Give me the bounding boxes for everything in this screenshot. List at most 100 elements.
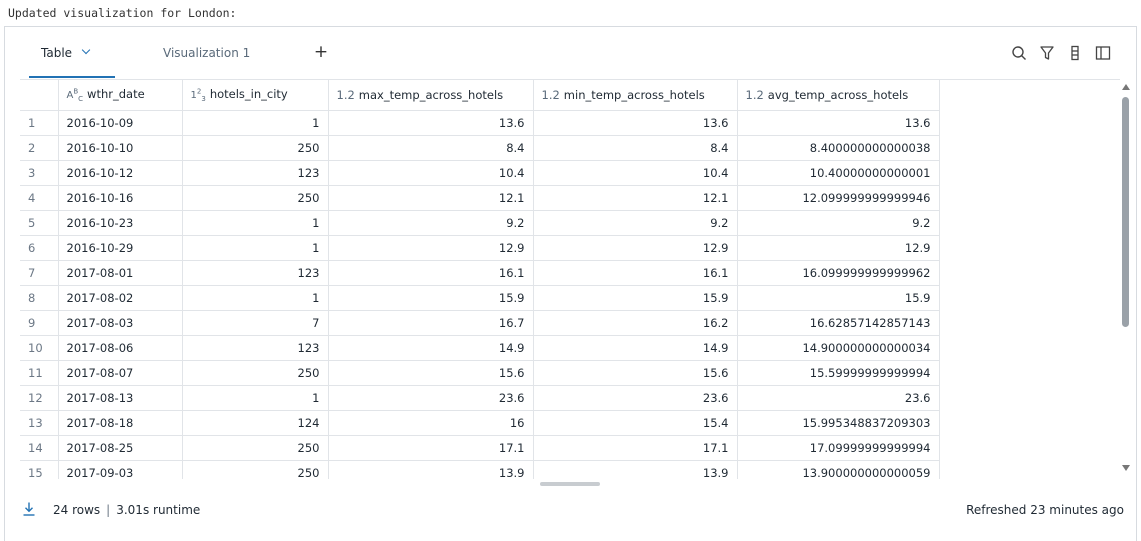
table-row[interactable]: 6 2016-10-29 1 12.9 12.9 12.9 xyxy=(20,235,940,261)
table-cell[interactable]: 15.59999999999994 xyxy=(737,360,940,386)
table-row[interactable]: 3 2016-10-12 123 10.4 10.4 10.40000000000001 xyxy=(20,160,940,186)
table-cell[interactable]: 13.6 xyxy=(737,110,940,136)
table-cell[interactable]: 16.1 xyxy=(533,260,738,286)
table-cell[interactable]: 15.995348837209303 xyxy=(737,410,940,436)
table-cell[interactable]: 9.2 xyxy=(328,210,534,236)
table-cell[interactable]: 12.9 xyxy=(328,235,534,261)
table-cell[interactable]: 13.6 xyxy=(533,110,738,136)
add-tab-button[interactable]: + xyxy=(313,42,329,62)
table-cell[interactable]: 2017-09-03 xyxy=(58,460,183,479)
table-cell[interactable]: 2016-10-09 xyxy=(58,110,183,136)
table-cell[interactable]: 17.1 xyxy=(328,435,534,461)
table-cell[interactable]: 2017-08-07 xyxy=(58,360,183,386)
table-cell[interactable]: 2017-08-25 xyxy=(58,435,183,461)
table-cell[interactable]: 15.4 xyxy=(533,410,738,436)
table-cell[interactable]: 1 xyxy=(182,210,329,236)
table-cell[interactable]: 2017-08-06 xyxy=(58,335,183,361)
table-cell[interactable]: 13.9 xyxy=(533,460,738,479)
table-cell[interactable]: 2016-10-29 xyxy=(58,235,183,261)
scroll-down-arrow[interactable] xyxy=(1122,465,1130,471)
table-cell[interactable]: 13.9 xyxy=(328,460,534,479)
table-row[interactable]: 1 2016-10-09 1 13.6 13.6 13.6 xyxy=(20,110,940,136)
download-icon[interactable] xyxy=(21,501,37,517)
table-cell[interactable]: 16.1 xyxy=(328,260,534,286)
table-row[interactable]: 14 2017-08-25 250 17.1 17.1 17.09999999999994 xyxy=(20,435,940,461)
tab-table[interactable]: Table xyxy=(29,27,115,79)
table-cell[interactable]: 23.6 xyxy=(533,385,738,411)
table-cell[interactable]: 10.4 xyxy=(328,160,534,186)
table-cell[interactable]: 123 xyxy=(182,260,329,286)
table-row[interactable]: 8 2017-08-02 1 15.9 15.9 15.9 xyxy=(20,285,940,311)
column-header-wthr-date[interactable]: ABC wthr_date xyxy=(58,80,183,111)
table-cell[interactable]: 16.62857142857143 xyxy=(737,310,940,336)
table-cell[interactable]: 250 xyxy=(182,360,329,386)
table-cell[interactable]: 2016-10-16 xyxy=(58,185,183,211)
table-row[interactable]: 11 2017-08-07 250 15.6 15.6 15.59999999999994 xyxy=(20,360,940,386)
table-row[interactable]: 4 2016-10-16 250 12.1 12.1 12.099999999999946 xyxy=(20,185,940,211)
table-cell[interactable]: 16 xyxy=(328,410,534,436)
table-cell[interactable]: 15.9 xyxy=(533,285,738,311)
table-cell[interactable]: 14.9 xyxy=(533,335,738,361)
table-cell[interactable]: 15.9 xyxy=(737,285,940,311)
table-cell[interactable]: 12.099999999999946 xyxy=(737,185,940,211)
table-cell[interactable]: 16.7 xyxy=(328,310,534,336)
table-cell[interactable]: 1 xyxy=(182,385,329,411)
table-cell[interactable]: 1 xyxy=(182,285,329,311)
table-row[interactable]: 12 2017-08-13 1 23.6 23.6 23.6 xyxy=(20,385,940,411)
column-header-avg-temp[interactable]: 1.2 avg_temp_across_hotels xyxy=(737,80,940,111)
table-cell[interactable]: 8.4 xyxy=(533,135,738,161)
table-cell[interactable]: 12.1 xyxy=(328,185,534,211)
table-cell[interactable]: 14.900000000000034 xyxy=(737,335,940,361)
sidebar-toggle-icon[interactable] xyxy=(1094,44,1112,62)
table-cell[interactable]: 10.40000000000001 xyxy=(737,160,940,186)
table-cell[interactable]: 23.6 xyxy=(328,385,534,411)
table-cell[interactable]: 250 xyxy=(182,185,329,211)
table-cell[interactable]: 12.9 xyxy=(533,235,738,261)
table-cell[interactable]: 2017-08-18 xyxy=(58,410,183,436)
table-cell[interactable]: 250 xyxy=(182,435,329,461)
table-cell[interactable]: 15.6 xyxy=(328,360,534,386)
table-cell[interactable]: 10.4 xyxy=(533,160,738,186)
table-cell[interactable]: 2016-10-10 xyxy=(58,135,183,161)
column-settings-icon[interactable] xyxy=(1066,44,1084,62)
table-cell[interactable]: 7 xyxy=(182,310,329,336)
vertical-scrollbar[interactable] xyxy=(1122,97,1129,327)
table-cell[interactable]: 9.2 xyxy=(737,210,940,236)
table-cell[interactable]: 15.6 xyxy=(533,360,738,386)
table-row[interactable]: 5 2016-10-23 1 9.2 9.2 9.2 xyxy=(20,210,940,236)
column-header-max-temp[interactable]: 1.2 max_temp_across_hotels xyxy=(328,80,534,111)
table-cell[interactable]: 250 xyxy=(182,135,329,161)
table-cell[interactable]: 14.9 xyxy=(328,335,534,361)
search-icon[interactable] xyxy=(1010,44,1028,62)
table-cell[interactable]: 9.2 xyxy=(533,210,738,236)
table-cell[interactable]: 17.1 xyxy=(533,435,738,461)
table-cell[interactable]: 17.09999999999994 xyxy=(737,435,940,461)
table-cell[interactable]: 123 xyxy=(182,160,329,186)
tab-visualization-1[interactable]: Visualization 1 xyxy=(163,27,250,79)
table-cell[interactable]: 124 xyxy=(182,410,329,436)
table-cell[interactable]: 1 xyxy=(182,235,329,261)
table-row[interactable]: 13 2017-08-18 124 16 15.4 15.995348837209303 xyxy=(20,410,940,436)
table-cell[interactable]: 8.400000000000038 xyxy=(737,135,940,161)
table-row[interactable]: 2 2016-10-10 250 8.4 8.4 8.400000000000038 xyxy=(20,135,940,161)
column-header-hotels-in-city[interactable]: 123 hotels_in_city xyxy=(182,80,329,111)
table-cell[interactable]: 2017-08-02 xyxy=(58,285,183,311)
scroll-up-arrow[interactable] xyxy=(1122,84,1130,90)
filter-icon[interactable] xyxy=(1038,44,1056,62)
table-cell[interactable]: 23.6 xyxy=(737,385,940,411)
table-cell[interactable]: 2017-08-13 xyxy=(58,385,183,411)
table-cell[interactable]: 13.900000000000059 xyxy=(737,460,940,479)
table-cell[interactable]: 250 xyxy=(182,460,329,479)
table-cell[interactable]: 1 xyxy=(182,110,329,136)
horizontal-scrollbar[interactable] xyxy=(540,482,600,486)
table-cell[interactable]: 2017-08-03 xyxy=(58,310,183,336)
table-cell[interactable]: 2016-10-23 xyxy=(58,210,183,236)
table-cell[interactable]: 12.1 xyxy=(533,185,738,211)
table-cell[interactable]: 2017-08-01 xyxy=(58,260,183,286)
chevron-down-icon[interactable] xyxy=(81,46,91,56)
table-cell[interactable]: 2016-10-12 xyxy=(58,160,183,186)
table-row[interactable]: 10 2017-08-06 123 14.9 14.9 14.90000000000003… xyxy=(20,335,940,361)
table-cell[interactable]: 15.9 xyxy=(328,285,534,311)
table-row[interactable]: 15 2017-09-03 250 13.9 13.9 13.90000000000005… xyxy=(20,460,940,479)
table-cell[interactable]: 8.4 xyxy=(328,135,534,161)
